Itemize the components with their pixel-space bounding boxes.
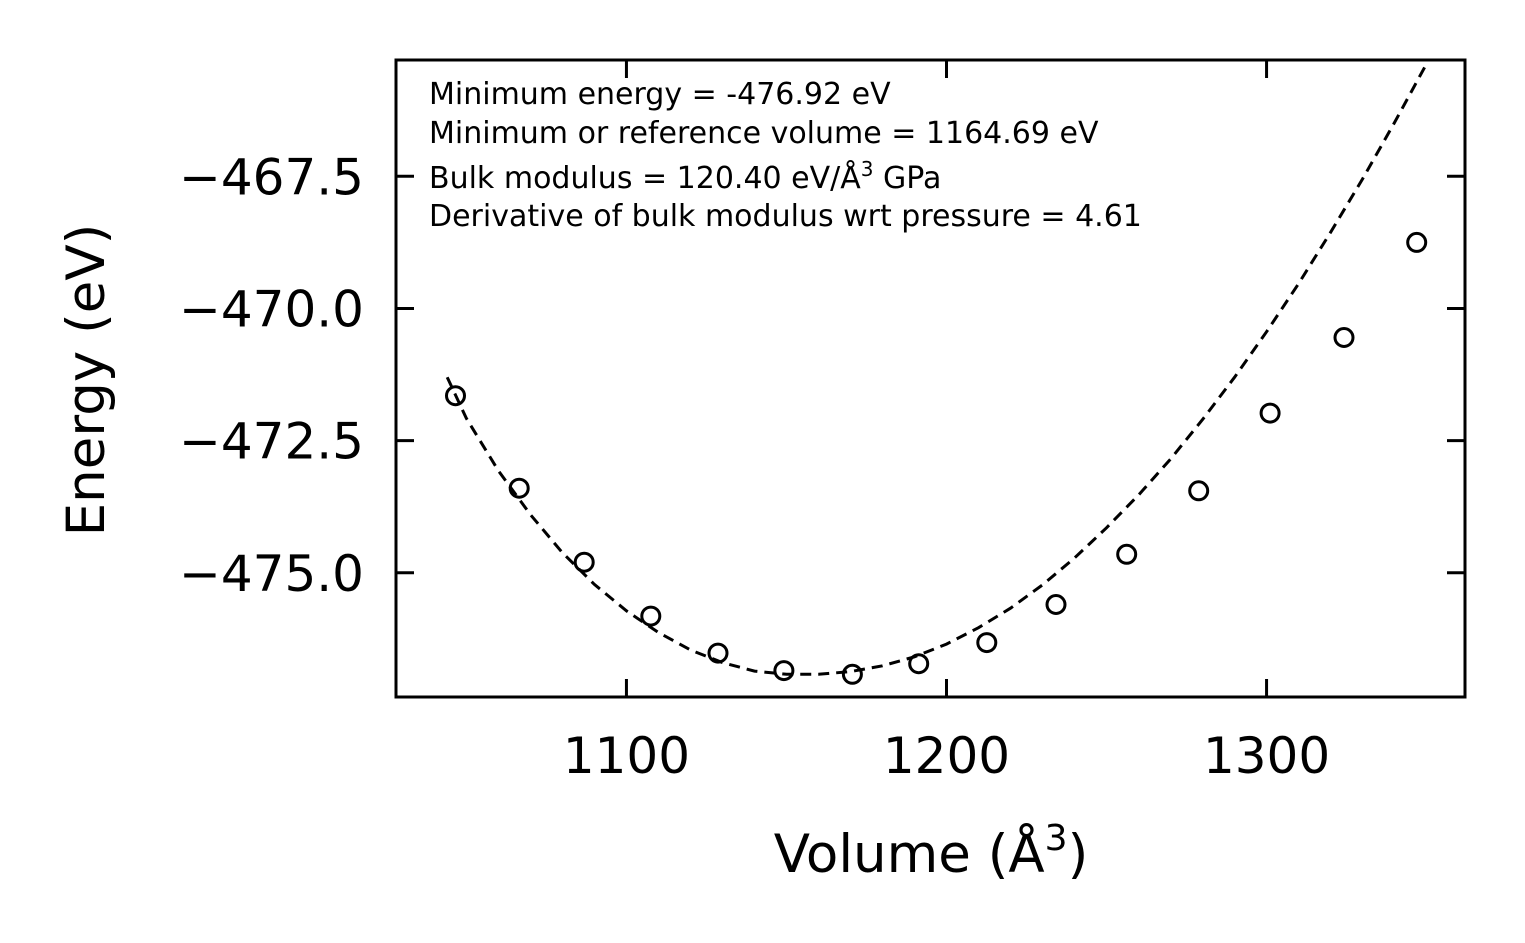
- data-point: [908, 653, 930, 675]
- data-point: [1188, 480, 1210, 502]
- y-tick-labels: −467.5 −470.0 −472.5 −475.0: [179, 148, 364, 602]
- data-point: [1116, 543, 1138, 565]
- y-tick-label: −475.0: [179, 545, 364, 603]
- data-point: [640, 605, 662, 627]
- annotation-bulk-derivative: Derivative of bulk modulus wrt pressure …: [429, 199, 1142, 234]
- data-point: [1406, 231, 1428, 253]
- data-point: [841, 663, 863, 685]
- fit-curve-layer: [445, 62, 1428, 676]
- annotation-ref-volume: Minimum or reference volume = 1164.69 eV: [429, 116, 1099, 151]
- data-point: [1259, 402, 1281, 424]
- ticks-layer: [396, 60, 1465, 697]
- x-axis-label: Volume (Å3): [774, 818, 1089, 885]
- y-tick-label: −467.5: [179, 148, 364, 206]
- plot-frame: [394, 58, 1467, 699]
- y-tick-label: −472.5: [179, 413, 364, 471]
- annotation-bulk-modulus: Bulk modulus = 120.40 eV/Å3 GPa: [429, 157, 941, 196]
- data-point: [1333, 327, 1355, 348]
- x-tick-label: 1100: [563, 727, 690, 785]
- data-point: [508, 477, 530, 499]
- data-point: [976, 632, 998, 654]
- x-axis-label-text: Volume (Å: [774, 821, 1045, 885]
- y-tick-label: −470.0: [179, 280, 364, 338]
- data-point: [1045, 594, 1067, 615]
- bulk-modulus-text: Bulk modulus = 120.40 eV/Å: [429, 160, 861, 196]
- annotation-min-energy: Minimum energy = -476.92 eV: [429, 77, 891, 112]
- x-axis-label-close: ): [1068, 824, 1089, 885]
- fit-curve: [445, 62, 1428, 676]
- x-tick-label: 1200: [883, 727, 1010, 785]
- bulk-modulus-suffix: GPa: [874, 161, 942, 196]
- data-points-layer: [445, 231, 1428, 685]
- data-point: [573, 551, 595, 573]
- data-point: [707, 642, 729, 664]
- x-tick-labels: 1100 1200 1300: [563, 727, 1330, 785]
- y-axis-label: Energy (eV): [56, 224, 117, 537]
- data-point: [445, 385, 466, 407]
- x-axis-label-sup: 3: [1045, 818, 1068, 859]
- x-tick-label: 1300: [1203, 727, 1330, 785]
- bulk-modulus-sup: 3: [861, 157, 874, 181]
- data-point: [773, 660, 795, 682]
